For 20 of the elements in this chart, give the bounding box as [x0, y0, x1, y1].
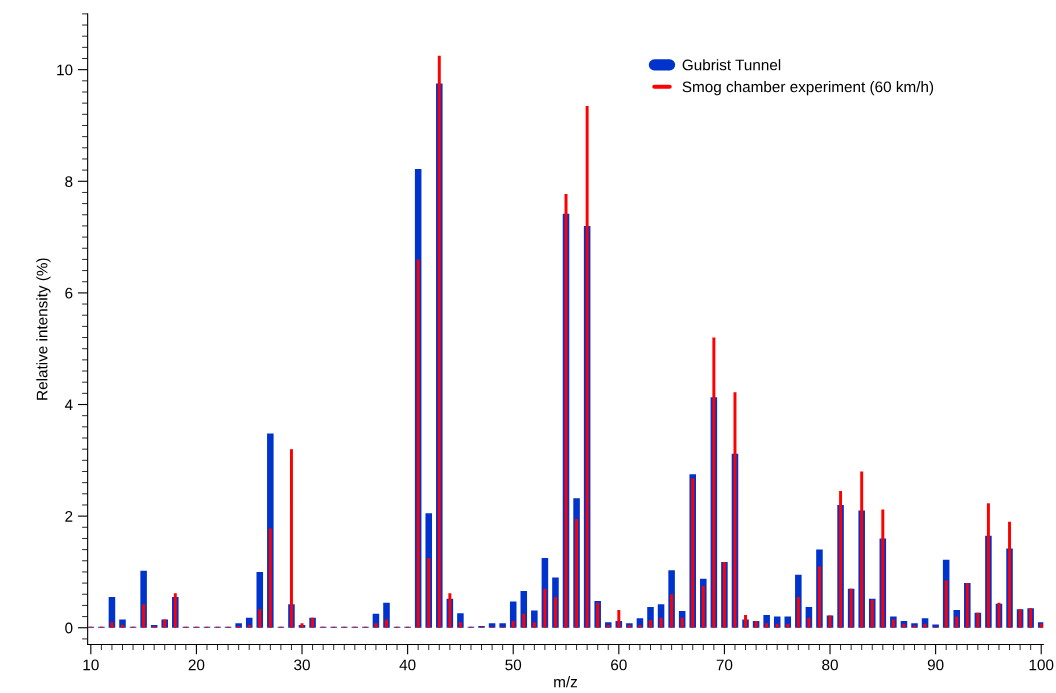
x-tick-label: 30 — [294, 659, 310, 671]
x-tick-label: 20 — [188, 659, 205, 671]
x-tick-label: 80 — [822, 659, 838, 671]
x-tick-label: 40 — [399, 659, 416, 671]
x-tick-label: 70 — [716, 659, 733, 671]
y-tick-label: 10 — [57, 64, 73, 76]
y-tick-label: 0 — [65, 622, 73, 634]
legend-label: Smog chamber experiment (60 km/h) — [682, 81, 934, 96]
y-axis-title: Relative intensity (%) — [36, 258, 51, 400]
x-axis-title: m/z — [554, 676, 578, 688]
y-tick-label: 4 — [64, 399, 73, 411]
y-tick-label: 2 — [65, 511, 73, 522]
x-tick-label: 100 — [1029, 659, 1054, 671]
x-tick-label: 50 — [505, 659, 522, 671]
x-tick-label: 10 — [83, 659, 99, 671]
x-tick-label: 60 — [611, 659, 627, 671]
y-tick-label: 6 — [65, 287, 73, 299]
x-tick-label: 90 — [927, 659, 944, 671]
y-tick-label: 8 — [65, 176, 73, 187]
legend-label: Gubrist Tunnel — [682, 59, 781, 71]
